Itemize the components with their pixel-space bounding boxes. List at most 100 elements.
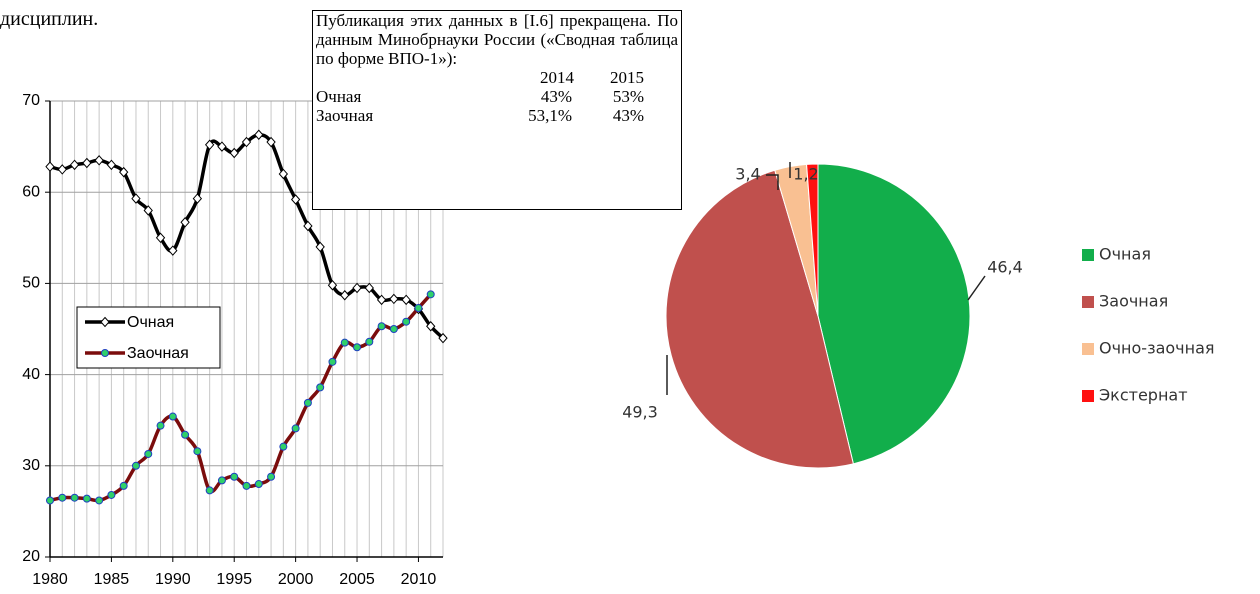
marker: [241, 136, 252, 148]
x-tick-label: 2005: [339, 571, 375, 588]
marker: [193, 447, 202, 456]
marker: [303, 398, 312, 407]
header-cell: 2015: [610, 68, 644, 87]
leader-line: [967, 275, 986, 301]
marker: [267, 472, 276, 481]
legend-marker: [100, 316, 110, 328]
marker: [426, 321, 436, 332]
marker: [364, 282, 374, 294]
legend-swatch: [1082, 249, 1094, 261]
pie-slice: [806, 163, 819, 317]
marker: [155, 232, 166, 244]
legend-label: Экстернат: [1099, 386, 1188, 405]
marker: [254, 480, 263, 489]
y-tick-label: 30: [22, 457, 40, 474]
marker: [94, 155, 104, 166]
marker: [106, 159, 117, 171]
marker: [327, 279, 338, 291]
marker: [181, 430, 190, 439]
header-cell: 2014: [540, 68, 574, 87]
cell: 43%: [612, 106, 644, 125]
legend-label: Заочная: [127, 345, 189, 362]
marker: [131, 461, 140, 470]
marker: [144, 449, 153, 458]
marker: [119, 166, 129, 178]
marker: [143, 205, 153, 216]
marker: [46, 496, 54, 505]
marker: [70, 493, 79, 502]
marker: [217, 141, 227, 152]
marker: [389, 325, 398, 333]
leader-line: [766, 174, 779, 190]
marker: [389, 293, 399, 305]
marker: [82, 157, 92, 169]
data-label: 3,4: [735, 165, 760, 184]
marker: [278, 168, 289, 180]
marker: [377, 322, 386, 331]
row-label: Очная: [316, 87, 362, 106]
legend-label: Заочная: [1099, 292, 1168, 311]
marker: [107, 490, 116, 499]
legend-box: [76, 306, 221, 369]
marker: [156, 421, 165, 430]
data-label: 46,4: [987, 258, 1023, 277]
legend-label: Очная: [1099, 245, 1151, 264]
data-label: 49,3: [622, 403, 658, 422]
marker: [254, 129, 264, 140]
marker: [376, 294, 387, 306]
cell: 43%: [540, 87, 572, 106]
x-tick-label: 1985: [94, 571, 130, 588]
marker: [119, 481, 128, 490]
marker: [205, 486, 214, 495]
marker: [291, 424, 300, 433]
x-tick-label: 1995: [216, 571, 252, 588]
marker: [401, 294, 411, 306]
legend-swatch: [1082, 343, 1094, 355]
note-text: Публикация этих данных в [I.6] прекращен…: [316, 11, 678, 68]
marker: [57, 164, 67, 175]
legend-label: Очно-заочная: [1099, 339, 1215, 358]
legend-swatch: [1082, 390, 1094, 402]
y-tick-label: 50: [22, 275, 40, 292]
note-table: 2014 2015 Очная 43% 53% Заочная 53,1% 43…: [316, 68, 678, 125]
marker: [352, 282, 362, 294]
cell: 53,1%: [528, 106, 572, 125]
marker: [242, 481, 251, 490]
marker: [438, 332, 448, 344]
legend-swatch: [1082, 296, 1094, 308]
row-label: Заочная: [316, 106, 374, 125]
marker: [402, 317, 411, 326]
marker: [315, 241, 325, 253]
marker: [192, 193, 203, 204]
marker: [414, 304, 423, 313]
marker: [45, 161, 55, 172]
x-tick-label: 1980: [32, 571, 68, 588]
marker: [353, 343, 362, 352]
marker: [316, 383, 325, 392]
marker: [58, 493, 67, 502]
marker: [69, 159, 80, 171]
marker: [279, 442, 288, 451]
marker: [168, 245, 178, 256]
x-tick-label: 2000: [278, 571, 314, 588]
marker: [340, 338, 349, 347]
marker: [204, 139, 215, 151]
marker: [365, 337, 374, 346]
marker: [82, 494, 91, 503]
y-tick-label: 20: [22, 548, 40, 565]
data-label: 1,2: [793, 165, 818, 184]
x-tick-label: 1990: [155, 571, 191, 588]
legend-marker: [101, 349, 109, 357]
marker: [303, 220, 313, 232]
note-box: Публикация этих данных в [I.6] прекращен…: [312, 10, 682, 210]
y-tick-label: 40: [22, 366, 40, 383]
marker: [131, 193, 141, 204]
pie-slice: [665, 169, 854, 469]
marker: [266, 136, 276, 148]
marker: [168, 412, 177, 421]
marker: [229, 147, 239, 159]
marker: [290, 194, 301, 205]
marker: [340, 290, 350, 301]
